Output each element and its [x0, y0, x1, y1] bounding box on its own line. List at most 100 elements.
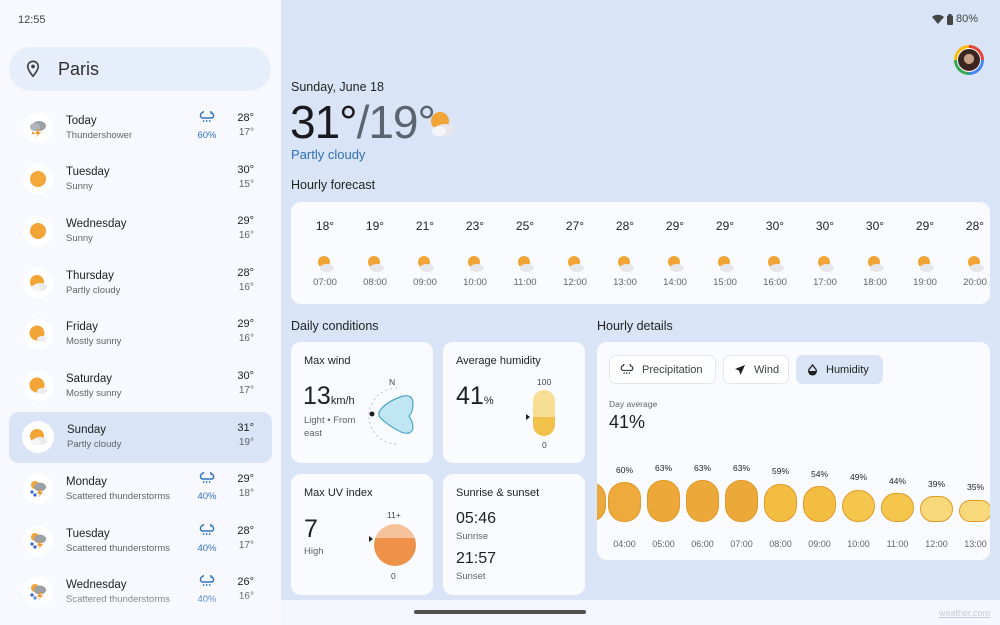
day-row-tuesday[interactable]: Tuesday Sunny 30° 15° — [9, 154, 272, 206]
day-condition: Sunny — [66, 232, 93, 244]
hour-temp: 28° — [965, 219, 985, 233]
partly-cloudy-icon — [30, 274, 47, 291]
location-search[interactable]: Paris — [9, 47, 271, 91]
max-wind-card[interactable]: Max wind 13km/h Light • From east N — [291, 342, 433, 463]
humidity-scale-min: 0 — [542, 440, 547, 450]
partly-cloudy-icon — [418, 256, 434, 272]
bar-time: 07:00 — [730, 539, 753, 549]
day-condition: Sunny — [66, 181, 93, 193]
partly-cloudy-icon — [431, 112, 455, 136]
high-temp: 31° — [237, 421, 254, 434]
uv-gauge — [369, 524, 416, 566]
day-row-today[interactable]: Today Thundershower 60% 28° 17° — [9, 102, 272, 154]
daily-conditions-title: Daily conditions — [291, 319, 379, 333]
hour-temp: 18° — [315, 219, 335, 233]
hour-temp: 29° — [715, 219, 735, 233]
day-name: Wednesday — [66, 217, 127, 230]
humidity-scale-max: 100 — [537, 377, 552, 387]
bar-label: 54% — [810, 469, 828, 479]
hour-time: 11:00 — [513, 277, 537, 288]
humidity-chart[interactable]: 60% 04:00 63% 05:00 63% 06:00 63% 07:00 59% 0… — [597, 452, 990, 560]
partly-cloudy-icon — [818, 256, 834, 272]
high-temp: 29° — [237, 473, 254, 486]
tab-precipitation[interactable]: Precipitation — [609, 355, 716, 384]
weather-com-link[interactable]: weather.com — [938, 608, 990, 618]
bar-time: 08:00 — [769, 539, 792, 549]
uv-scale-max: 11+ — [387, 510, 401, 520]
humidity-number: 41 — [456, 382, 484, 410]
tab-label: Humidity — [826, 363, 869, 376]
tab-wind[interactable]: Wind — [723, 355, 789, 384]
day-row-tuesday-next[interactable]: Tuesday Scattered thunderstorms 40% 28° 17… — [9, 515, 272, 567]
high-temp: 28° — [237, 524, 254, 537]
bar-label: 63% — [732, 463, 750, 473]
battery-percent: 80% — [955, 13, 978, 25]
day-row-saturday[interactable]: Saturday Mostly sunny 30° 17° — [9, 360, 272, 412]
hour-temp: 30° — [865, 219, 885, 233]
day-row-wednesday[interactable]: Wednesday Sunny 29° 16° — [9, 205, 272, 257]
gesture-handle[interactable] — [414, 610, 586, 614]
mostly-sunny-icon — [29, 377, 47, 394]
avatar-image — [957, 48, 981, 72]
rain-icon — [199, 108, 215, 123]
bar-label: 35% — [966, 482, 984, 492]
sunset-time: 21:57 — [456, 550, 497, 567]
hour-time: 12:00 — [563, 277, 587, 288]
sunny-icon — [30, 171, 46, 188]
day-condition: Mostly sunny — [66, 387, 122, 399]
day-row-thursday[interactable]: Thursday Partly cloudy 28° 16° — [9, 257, 272, 309]
hour-temp: 25° — [515, 219, 535, 233]
day-row-sunday-selected[interactable]: Sunday Partly cloudy 31° 19° — [9, 411, 272, 464]
day-name: Wednesday — [66, 579, 127, 592]
partly-cloudy-icon — [30, 429, 47, 446]
day-average-label: Day average — [609, 399, 658, 409]
wind-value: 13 — [303, 382, 331, 410]
droplet-icon — [808, 363, 817, 375]
low-temp: 15° — [238, 178, 254, 190]
day-row-monday[interactable]: Monday Scattered thunderstorms 40% 29° 18° — [9, 463, 272, 515]
day-condition: Partly cloudy — [67, 439, 122, 451]
hour-temp: 30° — [815, 219, 835, 233]
hourly-forecast-card[interactable]: 18° 07:00 19° 08:00 21° 09:00 23° 10:00 25° 1… — [291, 202, 990, 304]
current-low: 19° — [368, 96, 436, 148]
bar-time: 05:00 — [652, 539, 675, 549]
day-condition: Scattered thunderstorms — [66, 490, 171, 502]
daily-forecast-list: Today Thundershower 60% 28° 17° Tuesday Sun… — [0, 102, 281, 618]
thunderstorm-icon — [30, 120, 46, 138]
wind-unit: km/h — [330, 395, 355, 407]
sunrise-time: 05:46 — [456, 510, 497, 527]
average-humidity-card[interactable]: Average humidity 41% 100 0 — [443, 342, 585, 463]
hourly-details-card: Precipitation Wind Humidity Day average … — [597, 342, 990, 560]
bar-time: 13:00 — [964, 539, 987, 549]
partly-cloudy-icon — [668, 256, 684, 272]
high-temp: 29° — [237, 215, 254, 228]
day-row-friday[interactable]: Friday Mostly sunny 29° 16° — [9, 308, 272, 360]
low-temp: 17° — [238, 384, 254, 396]
tab-humidity[interactable]: Humidity — [796, 355, 883, 384]
high-temp: 30° — [237, 369, 254, 382]
partly-cloudy-icon — [968, 256, 984, 272]
account-avatar[interactable] — [954, 45, 984, 75]
hour-temp: 29° — [665, 219, 685, 233]
list-fade-overlay — [0, 597, 281, 625]
precip-chance: 40% — [197, 491, 217, 503]
partly-cloudy-icon — [318, 256, 334, 272]
bar-time: 06:00 — [691, 539, 714, 549]
sunrise-label: Sunrise — [456, 531, 489, 542]
sunrise-sunset-card[interactable]: Sunrise & sunset 05:46 Sunrise 21:57 Sun… — [443, 474, 585, 595]
partly-cloudy-icon — [768, 256, 784, 272]
uv-index-card[interactable]: Max UV index 7 High 11+ 0 — [291, 474, 433, 595]
rain-icon — [199, 469, 215, 484]
humidity-gauge — [526, 390, 555, 436]
low-temp: 18° — [238, 488, 254, 500]
tab-label: Wind — [754, 363, 780, 376]
day-name: Thursday — [66, 269, 114, 282]
day-name: Sunday — [67, 424, 107, 437]
hourly-details-title: Hourly details — [597, 319, 673, 333]
tab-label: Precipitation — [642, 363, 703, 376]
selected-date: Sunday, June 18 — [291, 80, 384, 94]
high-temp: 28° — [237, 112, 254, 124]
scattered-thunderstorms-icon — [30, 480, 46, 498]
day-name: Today — [66, 114, 97, 127]
card-title: Max wind — [304, 355, 351, 367]
